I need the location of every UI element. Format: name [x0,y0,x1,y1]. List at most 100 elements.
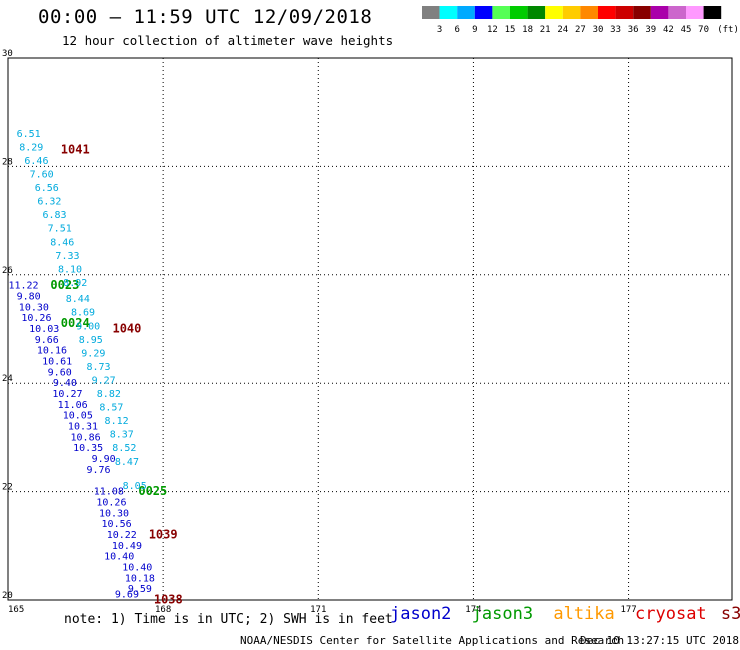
data-point-jason2: 10.61 [42,357,72,368]
data-point-jason2: 10.49 [112,541,142,552]
chart-subtitle: 12 hour collection of altimeter wave hei… [62,33,394,48]
legend-swatch [527,6,546,19]
y-tick-label: 26 [2,266,13,276]
data-point-altika: 6.51 [17,129,41,140]
data-point-altika: 6.56 [35,183,59,194]
data-point-jason3: 0024 [61,316,90,330]
data-point-jason2: 9.40 [53,378,77,389]
plot-grid [7,57,733,601]
legend-swatch [474,6,493,19]
data-point-jason2: 10.31 [68,422,98,433]
legend-label: 21 [540,25,551,35]
data-point-s3a: 1039 [149,527,178,541]
y-tick-label: 22 [2,483,13,493]
data-point-altika: 6.83 [42,210,66,221]
data-point-jason2: 10.30 [19,302,49,313]
data-point-altika: 7.51 [48,224,72,235]
legend-label: 27 [575,25,586,35]
data-point-jason2: 11.22 [8,281,38,292]
data-point-jason2: 10.56 [102,519,132,530]
credit-line: NOAA/NESDIS Center for Satellite Applica… [240,634,625,647]
y-tick-label: 24 [2,374,13,384]
data-point-altika: 8.47 [115,457,139,468]
data-point-altika: 8.10 [58,264,82,275]
legend-swatch [668,6,686,19]
footer-note: note: 1) Time is in UTC; 2) SWH is in fe… [64,612,393,627]
data-point-jason2: 10.26 [96,497,126,508]
mission-s3a: s3a [720,604,740,624]
data-point-altika: 8.73 [86,362,110,373]
data-point-jason3: 0025 [138,484,167,498]
data-point-altika: 9.00 [76,321,100,332]
legend-swatch [545,6,563,19]
data-point-jason2: 10.40 [122,562,152,573]
legend-unit: (ft) [717,25,739,35]
axis-ticks: 165 168 171 174 177 20 22 24 26 28 30 [2,49,637,615]
generated-timestamp: Dec 10 13:27:15 UTC 2018 [580,634,739,647]
data-point-altika: 7.60 [30,170,54,181]
data-point-altika: 6.32 [37,197,61,208]
legend-label: 36 [628,25,639,35]
legend-label: 30 [593,25,604,35]
data-point-jason2: 9.90 [92,454,116,465]
data-point-jason3: 0023 [50,278,79,292]
data-point-jason2: 11.08 [94,487,124,498]
data-point-jason2: 10.30 [99,508,129,519]
data-point-altika: 8.29 [19,142,43,153]
data-point-altika: 9.27 [92,375,116,386]
data-point-jason2: 10.26 [21,313,51,324]
data-point-altika: 8.57 [99,403,123,414]
data-points: 11.229.8010.3010.2610.039.6610.1610.619.… [8,129,182,607]
x-tick-label: 168 [155,605,171,615]
x-tick-label: 165 [8,605,24,615]
legend-label: 70 [698,25,709,35]
legend-label: 33 [610,25,621,35]
data-point-jason2: 9.80 [17,291,41,302]
data-point-altika: 8.92 [63,278,87,289]
legend-label: 24 [557,25,568,35]
data-point-altika: 8.05 [123,481,147,492]
data-point-jason2: 10.35 [73,443,103,454]
data-point-altika: 8.82 [97,389,121,400]
mission-jason3: jason3 [471,604,534,624]
data-point-altika: 8.69 [71,308,95,319]
data-point-jason2: 11.06 [58,400,88,411]
data-point-jason2: 9.66 [35,335,59,346]
data-point-jason2: 10.05 [63,411,93,422]
data-point-jason2: 10.86 [71,432,101,443]
legend-label: 6 [454,25,459,35]
legend-swatch [686,6,704,19]
legend-swatch [439,6,458,19]
data-point-altika: 8.37 [110,430,134,441]
data-point-jason2: 9.59 [128,584,152,595]
legend-label: 15 [505,25,516,35]
data-point-s3a: 1038 [154,593,183,607]
legend-swatch [457,6,475,19]
chart-title: 00:00 — 11:59 UTC 12/09/2018 [38,6,373,28]
data-point-s3a: 1040 [112,322,141,336]
color-legend: 3 6 9 12 15 18 21 24 27 30 33 36 39 42 45 70 (ft) [422,6,739,35]
legend-swatch [650,6,669,19]
legend-label: 3 [437,25,442,35]
mission-cryosat: cryosat [635,604,707,624]
data-point-jason2: 10.18 [125,573,155,584]
legend-swatch [510,6,528,19]
legend-swatch [580,6,598,19]
plot-frame [7,57,733,601]
data-point-jason2: 9.60 [48,367,72,378]
legend-swatch [703,6,722,19]
legend-label: 12 [487,25,498,35]
data-point-altika: 8.95 [79,335,103,346]
y-tick-label: 30 [2,49,13,59]
legend-swatch [562,6,581,19]
data-point-altika: 8.12 [105,416,129,427]
y-tick-label: 28 [2,157,13,167]
x-tick-label: 174 [465,605,481,615]
data-point-altika: 9.29 [81,348,105,359]
data-point-altika: 8.46 [50,237,74,248]
legend-swatch [422,6,440,19]
mission-jason2: jason2 [390,604,452,624]
data-point-jason2: 10.40 [104,552,134,563]
y-tick-label: 20 [2,591,13,601]
